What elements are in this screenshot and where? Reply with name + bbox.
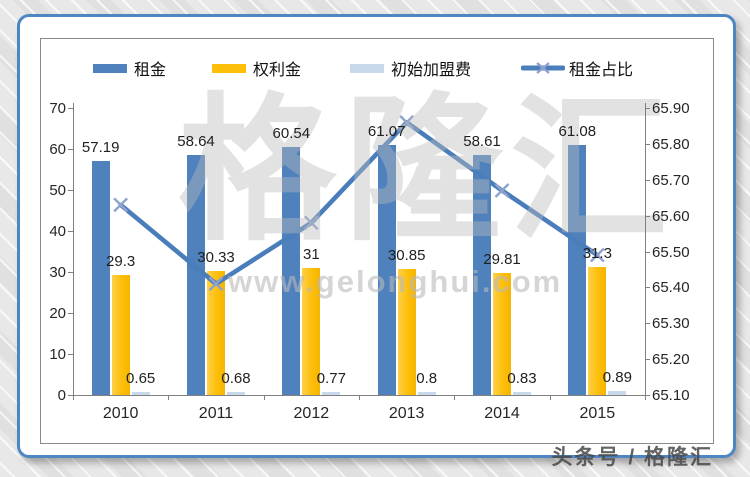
bar-租金-2011 (187, 154, 205, 395)
y-axis-left (73, 103, 74, 395)
bar-初始加盟费-2011 (227, 392, 245, 395)
bar-初始加盟费-2015 (608, 391, 627, 395)
y-axis-right-tick-label: 65.50 (652, 243, 690, 261)
x-axis-tick (263, 395, 265, 400)
x-axis-tick (454, 395, 456, 400)
y-axis-right-tick-label: 65.60 (652, 207, 690, 225)
y-axis-right-tick (645, 215, 650, 217)
legend-label: 租金占比 (569, 62, 634, 79)
y-axis-right-tick (645, 251, 650, 253)
y-axis-left-tick (68, 190, 73, 191)
bar-value-label: 29.3 (106, 252, 136, 270)
bar-初始加盟费-2010 (131, 392, 150, 395)
bar-value-label: 0.68 (221, 370, 251, 388)
y-axis-left-tick (68, 108, 73, 109)
legend-item-4: 租金占比 (521, 59, 634, 79)
bar-权利金-2011 (207, 270, 225, 395)
bar-value-label: 0.77 (316, 369, 346, 387)
y-axis-right-tick-label: 65.80 (652, 135, 690, 153)
y-axis-right-tick-label: 65.90 (652, 100, 690, 117)
x-axis-tick (168, 395, 170, 400)
y-axis-right-tick-label: 65.30 (652, 315, 690, 333)
y-axis-left-tick (68, 231, 73, 232)
x-axis-tick (359, 395, 360, 400)
bar-权利金-2015 (588, 266, 607, 395)
bar-权利金-2010 (111, 274, 130, 395)
bar-租金-2013 (377, 144, 396, 395)
bar-租金-2014 (473, 154, 491, 395)
bar-value-label: 0.89 (602, 369, 632, 387)
y-axis-right-tick (645, 359, 650, 361)
y-axis-left-tick-label: 50 (49, 182, 66, 199)
y-axis-right-tick-label: 65.70 (652, 171, 690, 189)
x-axis-category-label: 2013 (388, 405, 425, 422)
legend-label: 租金 (134, 62, 167, 79)
y-axis-left-tick-label: 30 (49, 264, 66, 281)
y-axis-right-tick-label: 65.10 (652, 387, 690, 404)
legend-swatch-icon (350, 63, 384, 73)
x-axis-tick (549, 395, 551, 400)
bar-value-label: 0.8 (416, 369, 438, 387)
bar-权利金-2013 (397, 268, 416, 395)
x-axis-category-label: 2014 (484, 405, 520, 422)
y-axis-right-tick-label: 65.20 (652, 351, 690, 369)
x-axis-category-label: 2011 (198, 405, 234, 422)
bar-value-label: 31.3 (582, 244, 612, 262)
bar-value-label: 31 (302, 245, 320, 263)
x-axis-category-label: 2010 (102, 405, 139, 422)
x-axis-category-label: 2012 (293, 405, 330, 422)
y-axis-left-tick (68, 272, 73, 273)
bar-value-label: 58.64 (177, 132, 215, 150)
y-axis-right (645, 103, 646, 395)
x-axis-tick (645, 395, 646, 400)
y-axis-right-tick-label: 65.40 (652, 279, 690, 297)
y-axis-right-tick (645, 287, 650, 289)
footer-credit: 头条号 / 格隆汇 (551, 446, 713, 469)
y-axis-right-tick (645, 108, 650, 109)
y-axis-right-tick (645, 179, 650, 181)
y-axis-left-tick-label: 20 (49, 305, 66, 322)
bar-value-label: 30.85 (387, 246, 426, 264)
bar-value-label: 60.54 (272, 124, 311, 142)
bar-value-label: 58.61 (463, 132, 501, 150)
bar-初始加盟费-2012 (322, 391, 341, 395)
y-axis-left-tick-label: 60 (49, 141, 66, 158)
bar-value-label: 61.08 (558, 122, 597, 140)
y-axis-left-tick-label: 0 (57, 387, 66, 404)
bar-value-label: 29.81 (483, 250, 521, 268)
legend-item-2: 权利金 (212, 59, 302, 79)
legend-swatch-icon (93, 63, 127, 73)
y-axis-left-tick (68, 313, 73, 314)
legend-label: 权利金 (253, 62, 302, 79)
y-axis-left-tick (68, 395, 73, 396)
bar-权利金-2012 (302, 267, 321, 395)
legend-item-1: 租金 (93, 59, 167, 79)
bar-租金-2012 (282, 146, 301, 395)
bar-value-label: 61.07 (367, 122, 406, 140)
bar-value-label: 0.65 (126, 370, 156, 388)
bar-value-label: 57.19 (81, 138, 120, 156)
bar-权利金-2014 (493, 272, 511, 395)
bar-初始加盟费-2013 (417, 391, 436, 395)
x-axis-category-label: 2015 (579, 405, 616, 422)
y-axis-right-tick (645, 143, 650, 145)
legend-item-3: 初始加盟费 (350, 59, 472, 79)
y-axis-left-tick-label: 70 (49, 100, 66, 117)
y-axis-left-tick-label: 40 (49, 223, 66, 240)
bar-租金-2015 (568, 144, 587, 395)
bar-初始加盟费-2014 (513, 391, 531, 395)
legend-swatch-icon (212, 63, 246, 73)
legend-line-marker-icon (521, 62, 565, 74)
y-axis-left-tick (68, 354, 73, 355)
bar-value-label: 0.83 (507, 369, 537, 387)
y-axis-right-tick (645, 323, 650, 325)
x-axis-tick (73, 395, 74, 400)
y-axis-left-tick-label: 10 (49, 346, 66, 363)
bar-value-label: 30.33 (197, 248, 235, 266)
legend-label: 初始加盟费 (391, 62, 472, 79)
bar-租金-2010 (91, 160, 110, 395)
y-axis-left-tick (68, 149, 73, 150)
y-axis-right-tick (645, 395, 650, 396)
